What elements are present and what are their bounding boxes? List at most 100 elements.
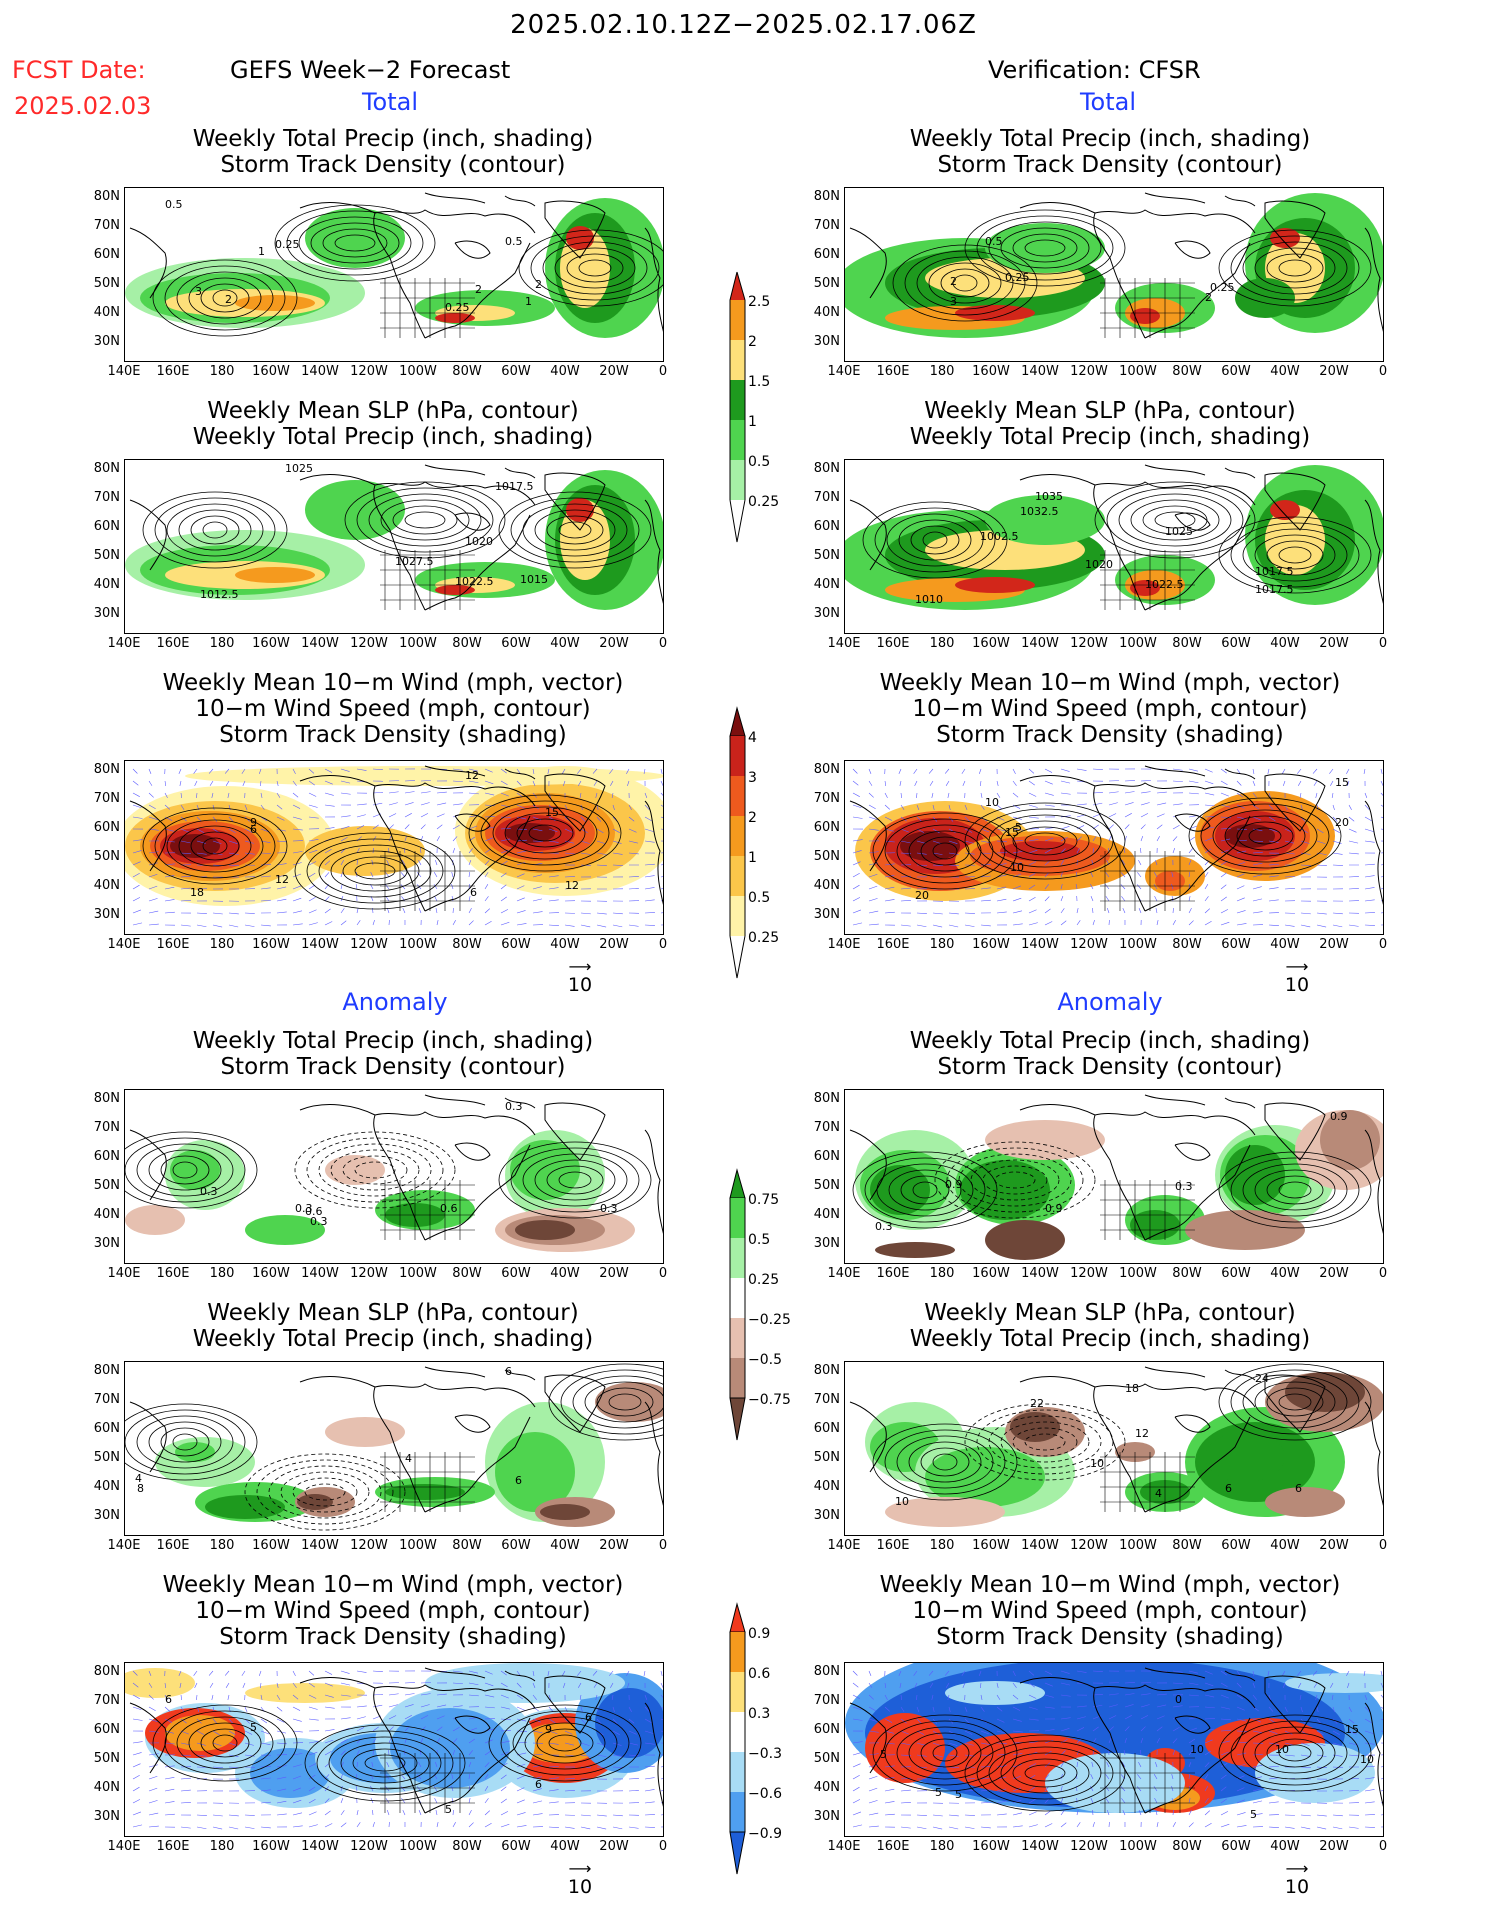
contour-label: 15: [1335, 776, 1349, 789]
lon-tick-label: 100W: [1119, 1266, 1157, 1281]
lon-tick-label: 80W: [452, 1538, 482, 1553]
contour-label: 2: [535, 278, 542, 291]
lon-tick-label: 100W: [399, 1266, 437, 1281]
map-panel-a4: 0.3 0.3 0.6 0.3 0.6 0.3 0.3: [124, 1089, 664, 1264]
lon-tick-label: 80W: [1172, 364, 1202, 379]
lon-tick-label: 20W: [1319, 937, 1349, 952]
lat-tick-label: 70N: [813, 1392, 840, 1407]
lat-tick-label: 40N: [93, 1479, 120, 1494]
left-column-title: GEFS Week−2 Forecast: [230, 56, 511, 84]
lon-tick-label: 160E: [876, 636, 910, 651]
lon-tick-label: 160E: [876, 1839, 910, 1854]
lon-tick-label: 160E: [156, 1538, 190, 1553]
lon-tick-label: 40W: [550, 1839, 580, 1854]
lon-tick-label: 140E: [827, 1839, 861, 1854]
panel-title-a3: Weekly Mean 10−m Wind (mph, vector) 10−m …: [162, 670, 624, 748]
lat-tick-label: 80N: [93, 461, 120, 476]
lat-tick-label: 60N: [93, 247, 120, 262]
lon-tick-label: 140W: [301, 1839, 339, 1854]
lon-tick-label: 160W: [252, 1538, 290, 1553]
contour-label: 10: [1010, 861, 1024, 874]
lon-tick-label: 160W: [972, 1839, 1010, 1854]
contour-label: 6: [505, 1365, 512, 1378]
contour-label: 0.6: [440, 1202, 458, 1215]
contour-label: 1032.5: [1020, 505, 1059, 518]
lon-tick-label: 120W: [350, 1839, 388, 1854]
lon-tick-label: 60W: [501, 636, 531, 651]
lon-tick-label: 40W: [1270, 1839, 1300, 1854]
map-panel-b3: 10 15 15 10 20 20 5: [844, 760, 1384, 935]
panel-title-b2: Weekly Mean SLP (hPa, contour) Weekly Tot…: [909, 398, 1311, 450]
lat-tick-label: 40N: [813, 305, 840, 320]
contour-label: 24: [1255, 1372, 1269, 1385]
lon-tick-label: 160W: [972, 1266, 1010, 1281]
lon-tick-label: 100W: [399, 1538, 437, 1553]
contour-label: 20: [915, 889, 929, 902]
lon-tick-label: 140E: [107, 1839, 141, 1854]
lat-tick-label: 30N: [93, 907, 120, 922]
lon-tick-label: 20W: [599, 1538, 629, 1553]
lon-tick-label: 60W: [1221, 636, 1251, 651]
colorbar-precip-total: [729, 270, 746, 543]
map-panel-b1: 0.5 2 0.25 3 2 0.25: [844, 187, 1384, 362]
lon-tick-label: 120W: [350, 1266, 388, 1281]
lon-tick-label: 140W: [301, 636, 339, 651]
lon-tick-label: 180: [209, 636, 235, 651]
lon-tick-label: 140W: [301, 1266, 339, 1281]
panel-title-b1: Weekly Total Precip (inch, shading) Storm…: [909, 126, 1311, 178]
lon-tick-label: 60W: [501, 1839, 531, 1854]
panel-title-a2: Weekly Mean SLP (hPa, contour) Weekly Tot…: [192, 398, 594, 450]
lon-tick-label: 100W: [1119, 636, 1157, 651]
contour-label: 6: [585, 1711, 592, 1724]
lon-tick-label: 60W: [1221, 1538, 1251, 1553]
panel-title-b4: Weekly Total Precip (inch, shading) Storm…: [909, 1028, 1311, 1080]
lon-tick-label: 180: [209, 1538, 235, 1553]
lat-tick-label: 70N: [813, 218, 840, 233]
map-plot-a2: 1025 1017.5 1020 1027.5 1022.5 1015 1012.5: [125, 462, 663, 611]
lat-tick-label: 60N: [93, 820, 120, 835]
lon-tick-label: 180: [929, 636, 955, 651]
lon-tick-label: 140E: [827, 364, 861, 379]
lon-tick-label: 140E: [827, 1538, 861, 1553]
map-panel-b5: 22 18 12 24 10 6 10 4 6: [844, 1361, 1384, 1536]
lat-tick-label: 50N: [93, 1450, 120, 1465]
lon-tick-label: 180: [929, 1266, 955, 1281]
lon-tick-label: 20W: [599, 364, 629, 379]
lon-tick-label: 40W: [1270, 937, 1300, 952]
lon-tick-label: 20W: [1319, 1839, 1349, 1854]
lon-tick-label: 60W: [1221, 937, 1251, 952]
contour-label: 1022.5: [455, 575, 494, 588]
lon-tick-label: 40W: [550, 1266, 580, 1281]
lon-tick-label: 0: [1378, 1839, 1388, 1854]
contour-label: 10: [1190, 1743, 1204, 1756]
lon-tick-label: 20W: [1319, 364, 1349, 379]
contour-label: 10: [1360, 1753, 1374, 1766]
contour-label: 3: [950, 295, 957, 308]
contour-label: 5: [955, 1788, 962, 1801]
lon-tick-label: 60W: [1221, 364, 1251, 379]
map-panel-a3: 12 9 6 15 12 18 12 6: [124, 760, 664, 935]
lon-tick-label: 140W: [1021, 364, 1059, 379]
panel-title-a6: Weekly Mean 10−m Wind (mph, vector) 10−m …: [162, 1572, 624, 1650]
contour-label: 0.25: [275, 238, 300, 251]
contour-label: 1027.5: [395, 555, 434, 568]
lat-tick-label: 70N: [93, 490, 120, 505]
contour-label: 0.3: [875, 1220, 893, 1233]
lon-tick-label: 60W: [501, 937, 531, 952]
contour-label: 10: [1090, 1457, 1104, 1470]
contour-label: 1: [258, 245, 265, 258]
lon-tick-label: 60W: [1221, 1839, 1251, 1854]
right-column-title: Verification: CFSR: [988, 56, 1201, 84]
map-plot-b1: 0.52 0.253 20.25: [845, 192, 1383, 339]
lon-tick-label: 80W: [1172, 1538, 1202, 1553]
contour-label: 1015: [520, 573, 548, 586]
lon-tick-label: 100W: [399, 1839, 437, 1854]
lat-tick-label: 70N: [93, 791, 120, 806]
contour-label: 15: [1345, 1723, 1359, 1736]
lat-tick-label: 30N: [93, 1809, 120, 1824]
lon-tick-label: 140E: [827, 636, 861, 651]
lon-tick-label: 20W: [599, 937, 629, 952]
lon-tick-label: 100W: [399, 364, 437, 379]
